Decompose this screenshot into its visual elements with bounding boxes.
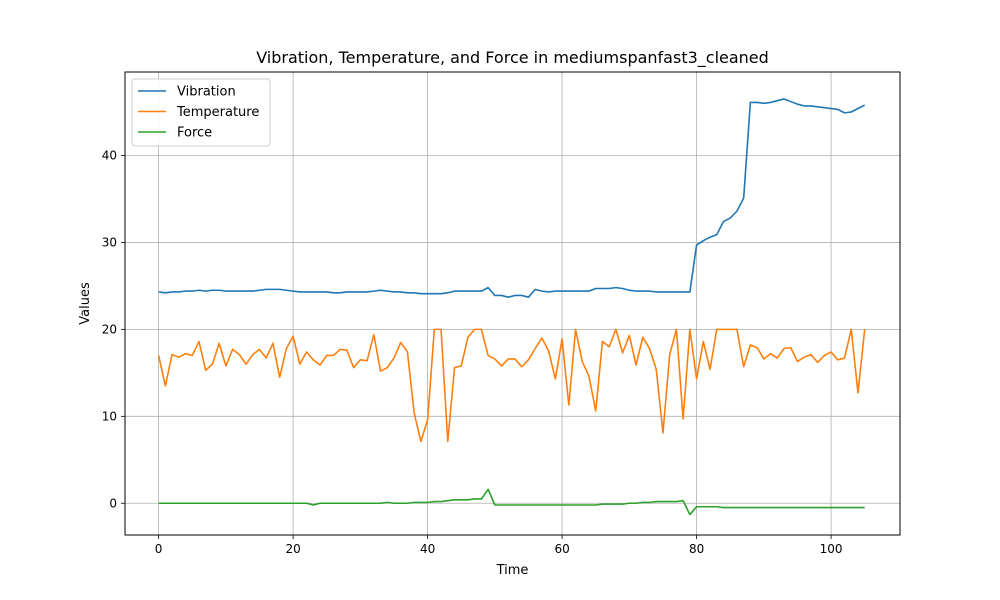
y-axis: 0 10 20 30 40: [102, 148, 125, 510]
grid: [125, 72, 900, 535]
x-axis-label: Time: [496, 563, 529, 578]
legend-label-vibration: Vibration: [177, 85, 236, 100]
x-tick-label: 100: [820, 542, 843, 556]
y-tick-label: 10: [102, 409, 117, 423]
y-tick-label: 30: [102, 235, 117, 249]
y-axis-label: Values: [78, 282, 93, 325]
series-line-temperature: [157, 328, 866, 443]
legend: Vibration Temperature Force: [131, 78, 271, 147]
series-line-vibration: [158, 98, 866, 299]
chart-title: Vibration, Temperature, and Force in med…: [256, 48, 769, 68]
legend-label-force: Force: [177, 126, 212, 141]
y-tick-label: 40: [102, 148, 117, 162]
y-tick-label: 0: [109, 496, 117, 510]
plot-series: [157, 98, 866, 516]
legend-box: [131, 78, 271, 147]
legend-label-temperature: Temperature: [176, 105, 259, 120]
x-tick-label: 40: [420, 542, 435, 556]
x-axis: 0 20 40 60 80 100: [155, 535, 843, 556]
x-tick-label: 0: [155, 542, 163, 556]
x-tick-label: 80: [689, 542, 704, 556]
plot-frame: [124, 71, 901, 536]
x-tick-label: 20: [285, 542, 300, 556]
x-tick-label: 60: [554, 542, 569, 556]
y-tick-label: 20: [102, 322, 117, 336]
series-line-force: [158, 488, 865, 516]
